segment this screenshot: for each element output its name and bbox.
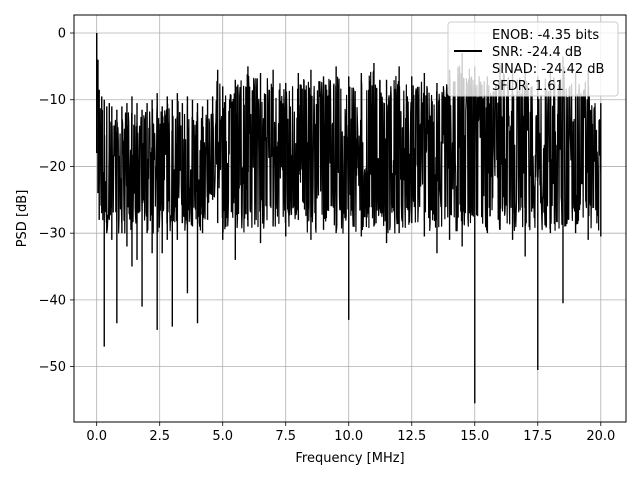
plot-frame xyxy=(73,14,627,423)
x-tick-label: 2.5 xyxy=(149,429,170,444)
legend: ENOB: -4.35 bits SNR: -24.4 dB SINAD: -24.… xyxy=(447,21,619,97)
x-tick-label: 15.0 xyxy=(460,429,489,444)
legend-entry: SNR: -24.4 dB xyxy=(492,45,582,60)
y-tick-label: −50 xyxy=(39,360,66,375)
y-tick-label: −40 xyxy=(39,293,66,308)
y-axis-label: PSD [dB] xyxy=(15,190,30,248)
x-tick-label: 0.0 xyxy=(86,429,107,444)
x-axis: 0.0 2.5 5.0 7.5 10.0 12.5 15.0 17.5 20.0 xyxy=(86,422,615,444)
y-tick-label: −10 xyxy=(39,93,66,108)
legend-entry: SINAD: -24.42 dB xyxy=(492,62,604,77)
x-axis-label: Frequency [MHz] xyxy=(295,451,404,466)
x-tick-label: 17.5 xyxy=(523,429,552,444)
legend-box xyxy=(447,21,619,97)
y-axis: 0 −10 −20 −30 −40 −50 xyxy=(39,27,74,375)
legend-entry: ENOB: -4.35 bits xyxy=(492,28,599,43)
x-tick-label: 20.0 xyxy=(586,429,615,444)
y-tick-label: −30 xyxy=(39,227,66,242)
x-tick-label: 12.5 xyxy=(397,429,426,444)
y-tick-label: −20 xyxy=(39,160,66,175)
x-tick-label: 10.0 xyxy=(334,429,363,444)
x-tick-label: 5.0 xyxy=(212,429,233,444)
y-tick-label: 0 xyxy=(58,27,66,42)
x-tick-label: 7.5 xyxy=(275,429,296,444)
legend-entry: SFDR: 1.61 xyxy=(492,79,564,94)
